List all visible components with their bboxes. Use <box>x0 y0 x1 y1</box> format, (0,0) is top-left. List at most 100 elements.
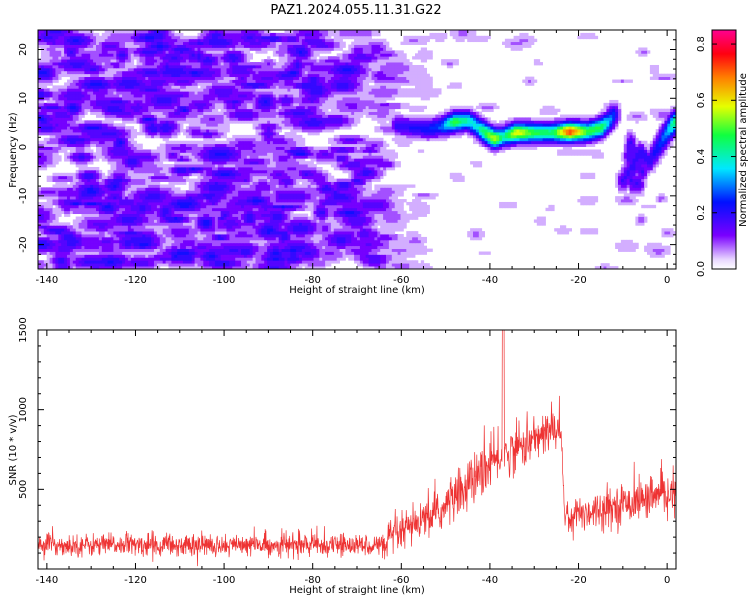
spectrogram-cell <box>72 251 77 255</box>
spectrogram-cell <box>116 236 120 241</box>
spectrogram-cell <box>98 260 103 264</box>
spectrogram-cell <box>409 266 413 269</box>
spectrogram-cell <box>125 257 129 261</box>
spectrogram-cell <box>217 204 222 209</box>
spectrogram-cell <box>246 181 251 185</box>
spectrogram-cell <box>310 184 314 188</box>
spectrogram-cell <box>191 236 195 241</box>
spectrogram-cell <box>217 161 222 165</box>
spectrogram-cell <box>212 234 216 238</box>
spectrogram-cell <box>536 216 541 220</box>
spectrogram-cell <box>197 222 201 226</box>
spectrogram-cell <box>145 242 149 247</box>
spectrogram-cell <box>235 239 239 244</box>
spectrogram-cell <box>61 260 65 264</box>
spectrogram-cell <box>261 225 265 229</box>
spectrogram-cell <box>406 263 410 267</box>
spectrogram-cell <box>185 161 190 165</box>
spectrogram-cell <box>307 181 311 185</box>
spectrogram-cell <box>212 196 216 200</box>
spectrogram-cell <box>40 207 45 212</box>
spectrogram-cell <box>75 190 79 194</box>
spectrogram-cell <box>241 181 245 185</box>
spectrogram-cell <box>194 172 198 177</box>
spectrogram-cell <box>246 196 251 200</box>
spectrogram-cell <box>122 222 126 226</box>
spectrogram-cell <box>261 263 265 267</box>
spectrogram-cell <box>142 181 146 185</box>
spectrogram-cell <box>417 201 422 206</box>
spectrogram-cell <box>58 190 62 194</box>
spectrogram-cell <box>206 193 210 197</box>
spectrogram-cell <box>241 166 245 171</box>
spectrogram-cell <box>307 190 311 194</box>
spectrogram-cell <box>333 164 338 168</box>
spectrogram-cell <box>110 234 114 238</box>
spectrogram-cell <box>307 172 311 177</box>
spectrogram-cell <box>409 204 413 209</box>
spectrogram-cell <box>180 181 184 185</box>
spectrogram-cell <box>270 222 274 226</box>
spectrogram-cell <box>377 204 381 209</box>
spectrogram-cell <box>354 204 358 209</box>
spectrogram-cell <box>377 216 381 220</box>
spectrogram-cell <box>159 166 164 171</box>
spectrogram-cell <box>107 219 111 223</box>
spectrogram-cell <box>284 216 288 220</box>
spectrogram-cell <box>333 245 338 249</box>
spectrogram-cell <box>342 236 346 241</box>
spectrogram-cell <box>278 204 282 209</box>
spectrogram-cell <box>78 190 82 194</box>
spectrogram-cell <box>81 181 85 185</box>
spectrogram-cell <box>203 213 207 217</box>
spectrogram-cell <box>365 199 369 203</box>
spectrogram-cell <box>87 263 91 267</box>
spectrogram-cell <box>632 242 636 247</box>
spectrogram-cell <box>618 181 622 185</box>
spectrogram-cell <box>168 166 172 171</box>
spectrogram-cell <box>130 193 135 197</box>
spectrogram-cell <box>75 245 79 249</box>
spectrogram-cell <box>226 234 230 238</box>
spectrogram-cell <box>374 222 378 226</box>
spectrogram-cell <box>49 260 53 264</box>
spectrogram-cell <box>319 169 323 174</box>
spectrogram-cell <box>325 196 329 200</box>
spectrogram-cell <box>49 242 53 247</box>
spectrogram-cell <box>371 178 375 182</box>
spectrogram-cell <box>67 225 71 229</box>
spectrogram-cell <box>49 204 53 209</box>
spectrogram-cell <box>145 260 149 264</box>
spectrogram-cell <box>93 257 97 261</box>
spectrogram-cell <box>388 201 393 206</box>
spectrogram-cell <box>301 242 306 247</box>
spectrogram-cell <box>72 172 77 177</box>
spectrogram-cell <box>386 193 390 197</box>
spectrogram-cell <box>98 245 103 249</box>
spectrogram-cell <box>357 257 361 261</box>
spectrogram-cell <box>632 175 636 180</box>
spectrogram-cell <box>365 254 369 258</box>
spectrogram-cell <box>322 236 326 241</box>
spectrogram-cell <box>649 164 654 168</box>
spectrogram-cell <box>403 213 407 217</box>
spectrogram-cell <box>156 263 161 267</box>
spectrogram-cell <box>104 234 108 238</box>
spectrogram-cell <box>113 263 117 267</box>
spectrogram-cell <box>241 169 245 174</box>
spectrogram-cell <box>623 242 628 247</box>
spectrogram-cell <box>339 187 343 191</box>
spectrogram-cell <box>670 228 674 232</box>
spectrogram-cell <box>328 242 332 247</box>
spectrogram-cell <box>319 161 323 165</box>
spectrogram-cell <box>368 207 372 212</box>
spectrogram-cell <box>255 225 259 229</box>
spectrogram-cell <box>333 254 338 258</box>
spectrogram-cell <box>197 219 201 223</box>
spectrogram-cell <box>151 204 155 209</box>
spectrogram-cell <box>635 161 639 165</box>
spectrogram-cell <box>171 193 175 197</box>
spectrogram-cell <box>130 225 135 229</box>
spectrogram-cell <box>252 210 256 215</box>
spectrogram-cell <box>310 207 314 212</box>
